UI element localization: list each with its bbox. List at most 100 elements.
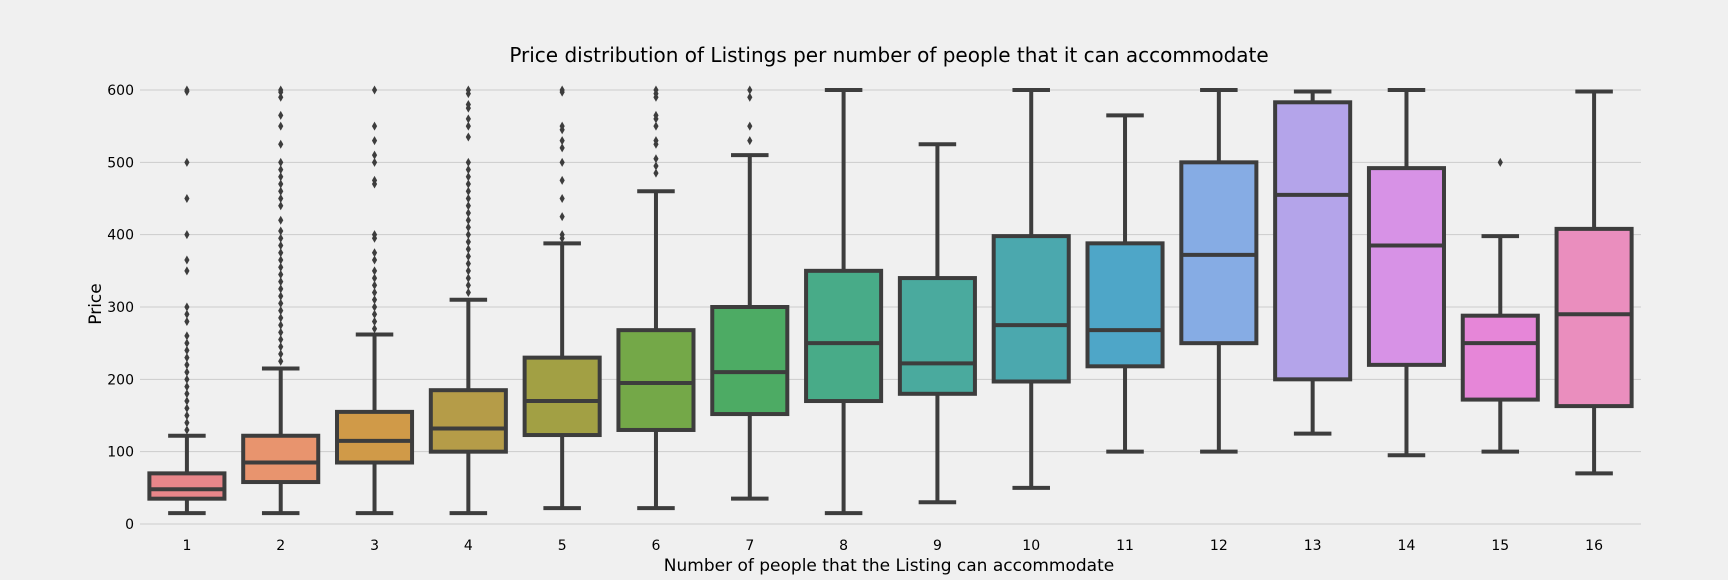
outlier-point [465, 208, 471, 218]
outlier-point [278, 335, 284, 345]
outlier-point [278, 356, 284, 366]
y-tick-label-500: 500 [107, 155, 134, 171]
outlier-point [653, 154, 659, 164]
x-tick-label-4: 4 [464, 538, 473, 554]
outlier-point [278, 201, 284, 211]
outlier-point [278, 269, 284, 279]
outlier-point [278, 233, 284, 243]
y-tick-label-0: 0 [125, 517, 134, 533]
box-6 [616, 85, 696, 511]
outlier-point [184, 266, 190, 276]
outlier-point [278, 277, 284, 287]
outlier-point [465, 165, 471, 175]
box-iqr [1554, 226, 1634, 409]
x-tick-label-11: 11 [1116, 538, 1134, 554]
outlier-point [278, 262, 284, 272]
outlier-point [653, 110, 659, 120]
outlier-point [559, 143, 565, 153]
outlier-point [278, 121, 284, 131]
box-iqr [897, 276, 977, 396]
outlier-point [465, 273, 471, 283]
outlier-point [278, 327, 284, 337]
x-tick-label-14: 14 [1398, 538, 1416, 554]
outlier-point [278, 291, 284, 301]
outlier-point [278, 215, 284, 225]
outlier-point [653, 161, 659, 171]
x-tick-label-6: 6 [652, 538, 661, 554]
outlier-point [278, 92, 284, 102]
x-tick-label-12: 12 [1210, 538, 1228, 554]
box-2 [241, 85, 321, 516]
x-tick-label-15: 15 [1491, 538, 1509, 554]
outlier-point [465, 186, 471, 196]
x-tick-label-1: 1 [182, 538, 191, 554]
outlier-point [465, 99, 471, 109]
y-tick-label-300: 300 [107, 300, 134, 316]
outlier-point [371, 157, 378, 167]
box-iqr [616, 328, 696, 432]
outlier-point [559, 175, 565, 185]
outlier-point [465, 244, 471, 254]
outlier-point [465, 251, 471, 261]
box-iqr [522, 355, 602, 438]
outlier-point [559, 85, 565, 95]
outlier-point [747, 92, 753, 102]
outlier-point [184, 331, 190, 341]
outlier-point [184, 374, 190, 384]
outlier-point [278, 313, 284, 323]
outlier-point [371, 324, 378, 334]
outlier-point [184, 230, 190, 240]
outlier-point [465, 280, 471, 290]
box-16 [1554, 89, 1634, 476]
outlier-point [184, 302, 190, 312]
y-tick-label-200: 200 [107, 372, 134, 388]
y-tick-label-400: 400 [107, 228, 134, 244]
outlier-point [184, 316, 190, 326]
outlier-point [184, 345, 190, 355]
outlier-point [184, 338, 190, 348]
outlier-point [465, 288, 471, 298]
outlier-point [371, 85, 378, 95]
box-iqr [335, 409, 415, 465]
outlier-point [371, 121, 378, 131]
outlier-point [465, 230, 471, 240]
outlier-point [278, 255, 284, 265]
box-12 [1179, 88, 1259, 454]
outlier-point [184, 367, 190, 377]
outlier-point [278, 85, 284, 95]
box-4 [428, 85, 508, 516]
outlier-point [371, 302, 378, 312]
outlier-point [371, 295, 378, 305]
outlier-point [371, 288, 378, 298]
outlier-point [559, 121, 565, 131]
box-iqr [804, 268, 884, 404]
outlier-point [278, 165, 284, 175]
box-3 [335, 85, 415, 516]
outlier-point [184, 425, 190, 435]
box-9 [897, 142, 977, 505]
outlier-point [465, 132, 471, 142]
outlier-point [184, 353, 190, 363]
outlier-point [465, 85, 471, 95]
outlier-point [371, 273, 378, 283]
x-tick-label-16: 16 [1585, 538, 1603, 554]
box-7 [710, 85, 790, 501]
outlier-point [653, 121, 659, 131]
outlier-point [371, 150, 378, 160]
box-iqr [241, 433, 321, 485]
outlier-point [465, 215, 471, 225]
outlier-point [465, 201, 471, 211]
box-iqr [1179, 160, 1259, 346]
x-tick-label-10: 10 [1022, 538, 1040, 554]
y-tick-label-100: 100 [107, 445, 134, 461]
x-tick-label-9: 9 [933, 538, 942, 554]
outlier-point [371, 280, 378, 290]
outlier-point [278, 342, 284, 352]
x-tick-label-5: 5 [558, 538, 567, 554]
outlier-point [184, 403, 190, 413]
outlier-point [747, 136, 753, 146]
x-tick-label-7: 7 [745, 538, 754, 554]
outlier-point [465, 114, 471, 124]
